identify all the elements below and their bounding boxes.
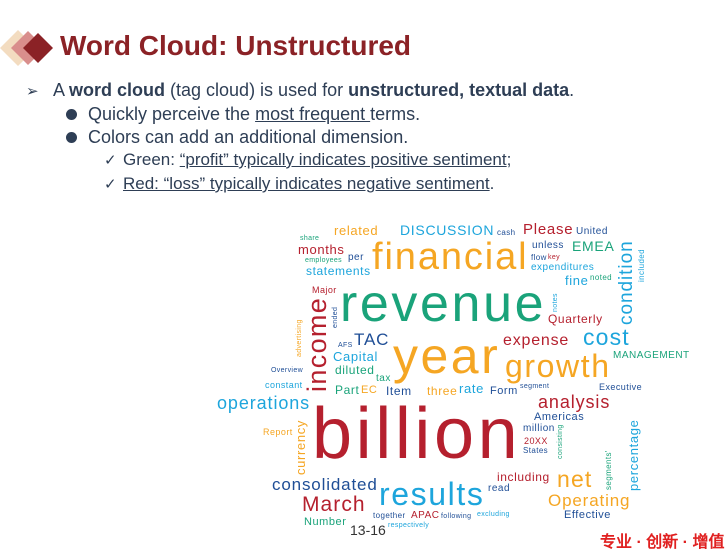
word-cloud-word: key — [548, 254, 560, 261]
word-cloud-word: year — [393, 328, 501, 384]
word-cloud-word: months — [298, 242, 345, 257]
word-cloud-word: segment — [520, 383, 550, 390]
page-number: 13-16 — [350, 522, 386, 538]
word-cloud-word: following — [441, 513, 472, 520]
word-cloud-word: AFS — [338, 342, 353, 349]
word-cloud-word: financial — [372, 236, 529, 278]
word-cloud-word: ended — [332, 306, 339, 328]
word-cloud-word: Report — [263, 427, 293, 437]
word-cloud-word: condition — [616, 240, 637, 325]
word-cloud-word: flow — [531, 253, 547, 262]
word-cloud-word: Please — [523, 221, 574, 238]
word-cloud-word: notes — [552, 293, 559, 312]
word-cloud-word: Overview — [271, 367, 303, 374]
word-cloud-word: million — [523, 423, 555, 434]
word-cloud-word: rate — [459, 381, 485, 396]
word-cloud-word: Executive — [599, 382, 643, 392]
word-cloud-word: related — [334, 223, 379, 238]
word-cloud-word: MANAGEMENT — [613, 350, 690, 361]
word-cloud-word: 20XX — [524, 436, 548, 446]
word-cloud-word: States — [523, 446, 549, 455]
word-cloud-word: including — [497, 470, 550, 484]
bullet-dot-icon — [66, 109, 77, 120]
word-cloud-word: expense — [503, 332, 570, 349]
word-cloud-word: Form — [490, 385, 518, 397]
word-cloud-word: expenditures — [531, 262, 595, 273]
word-cloud-word: share — [300, 235, 320, 242]
word-cloud-word: Number — [304, 516, 347, 528]
word-cloud-word: consolidated — [272, 475, 378, 494]
word-cloud-word: currency — [293, 419, 308, 475]
word-cloud-word: TAC — [354, 330, 390, 349]
arrow-bullet-icon: ➢ — [26, 83, 39, 100]
word-cloud-word: growth — [505, 348, 611, 384]
word-cloud-word: respectively — [388, 522, 430, 529]
word-cloud-word: statements — [306, 264, 371, 278]
word-cloud-word: employees — [305, 257, 343, 264]
word-cloud-word: March — [302, 493, 366, 516]
word-cloud-word: analysis — [538, 392, 611, 412]
word-cloud-word: fine — [565, 273, 589, 288]
word-cloud-word: Major — [312, 285, 337, 295]
word-cloud-word: percentage — [626, 419, 641, 491]
word-cloud-word: together — [373, 511, 406, 520]
word-cloud-word: Effective — [564, 509, 611, 521]
word-cloud-word: unless — [532, 240, 564, 251]
word-cloud-word: net — [557, 466, 593, 492]
word-cloud-word: cost — [583, 324, 630, 350]
word-cloud-word: tax — [376, 373, 391, 384]
word-cloud-word: operations — [217, 393, 311, 413]
word-cloud-word: revenue — [340, 275, 547, 333]
word-cloud-word: APAC — [411, 510, 440, 521]
word-cloud-word: advertising — [296, 319, 303, 357]
checkmark-icon: ✓ — [104, 152, 117, 169]
word-cloud-word: DISCUSSION — [400, 222, 495, 238]
word-cloud-word: Quarterly — [548, 312, 603, 326]
word-cloud-word: Operating — [548, 491, 631, 510]
slide-title: Word Cloud: Unstructured — [60, 30, 412, 61]
word-cloud-word: Capital — [333, 349, 379, 364]
word-cloud-word: excluding — [477, 511, 510, 518]
word-cloud-word: income — [302, 296, 332, 392]
word-cloud-word: cash — [497, 228, 516, 237]
word-cloud-word: EMEA — [572, 238, 615, 254]
diamond-logo-icon — [0, 30, 53, 66]
bullet-dot-icon — [66, 132, 77, 143]
word-cloud-word: constant — [265, 380, 303, 390]
bullet-sub-2: Colors can add an additional dimension. — [88, 127, 409, 147]
bullet-sub-1: Quickly perceive the most frequent terms… — [88, 104, 421, 124]
word-cloud-word: Part — [335, 383, 360, 397]
checkmark-icon: ✓ — [104, 176, 117, 193]
word-cloud-word: included — [637, 248, 646, 282]
word-cloud-word: EC — [361, 384, 378, 396]
word-cloud-image: share related DISCUSSION Please United months… — [217, 220, 689, 529]
word-cloud-word: segments' — [604, 450, 613, 490]
word-cloud-word: results — [379, 476, 485, 512]
slogan: 专业 · 创新 · 增值 — [600, 534, 725, 551]
bullet-check-green: Green: “profit” typically indicates posi… — [123, 150, 512, 169]
bullet-check-red: Red: “loss” typically indicates negative… — [123, 174, 495, 193]
word-cloud-word: read — [488, 483, 511, 494]
word-cloud-word: three — [427, 384, 458, 398]
word-cloud-word: United — [576, 226, 608, 237]
word-cloud-word: noted — [590, 273, 613, 282]
word-cloud-word: Item — [386, 384, 412, 398]
word-cloud-word: diluted — [335, 363, 375, 377]
word-cloud-word: consisting — [557, 424, 564, 459]
bullet-main: A word cloud (tag cloud) is used for uns… — [53, 80, 575, 100]
word-cloud-word: Americas — [534, 411, 585, 423]
word-cloud-word: per — [348, 252, 364, 263]
word-cloud-word: billion — [312, 394, 522, 474]
